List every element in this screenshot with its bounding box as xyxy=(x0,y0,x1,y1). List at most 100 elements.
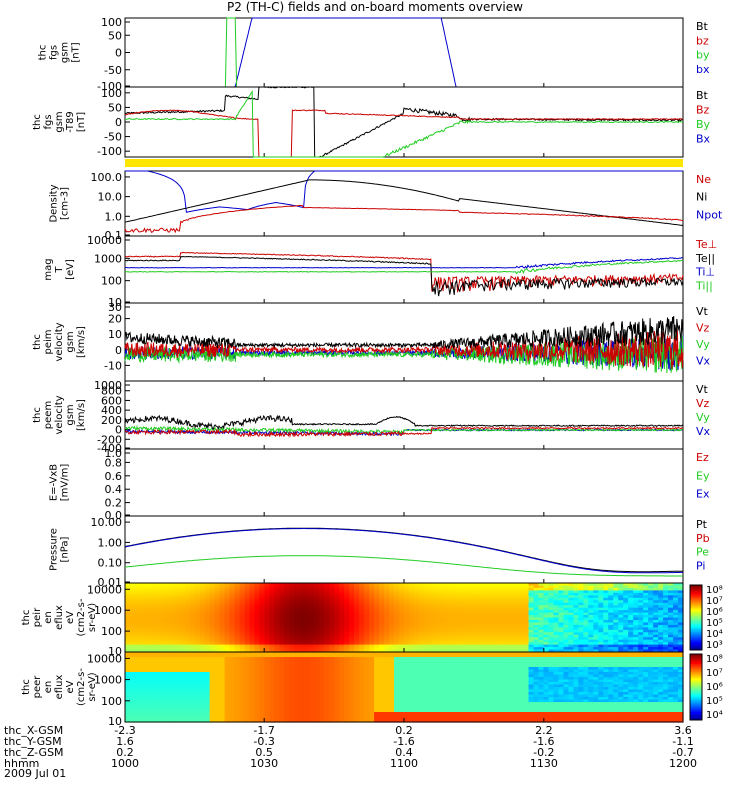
legend-entry: Te⊥ xyxy=(695,238,717,251)
legend-entry: Ti⊥ xyxy=(695,266,715,279)
y-tick-label: 1000 xyxy=(94,252,122,265)
legend-entry: Te|| xyxy=(695,252,715,265)
x-tick-label: -1.6 xyxy=(393,735,414,748)
colorbar-label: 10⁸ xyxy=(706,654,723,665)
legend-entry: Vz xyxy=(696,322,710,335)
y-tick-label: 30 xyxy=(108,301,122,314)
y-axis-label: fgs xyxy=(43,114,54,129)
x-axis-row-label: 2009 Jul 01 xyxy=(4,767,66,780)
x-tick-label: -1.1 xyxy=(672,735,693,748)
legend-entry: Vz xyxy=(696,397,710,410)
ion-spectrogram xyxy=(125,583,684,653)
legend-entry: Ex xyxy=(696,488,710,501)
y-tick-label: 1000 xyxy=(94,379,122,392)
panel-frame xyxy=(124,448,684,517)
legend-entry: Pb xyxy=(696,532,710,545)
panel-frame xyxy=(124,235,684,304)
legend-entry: Ey xyxy=(696,469,710,482)
colorbar-label: 10⁵ xyxy=(706,696,723,707)
legend-entry: Ni xyxy=(696,191,707,204)
y-axis-label: [km/s] xyxy=(76,399,87,431)
colorbar-label: 10⁴ xyxy=(706,629,723,640)
y-tick-label: 10000 xyxy=(87,583,122,596)
colorbar-label: 10⁶ xyxy=(706,682,723,693)
series-te-perp xyxy=(124,251,684,293)
legend-entry: Vy xyxy=(696,338,710,351)
legend-entry: Vx xyxy=(696,425,711,438)
series-ti-par xyxy=(125,259,684,275)
y-tick-label: 10000 xyxy=(87,234,122,247)
series-vt xyxy=(124,414,684,430)
y-axis-label: thc xyxy=(38,45,49,61)
y-axis-label: -T89 xyxy=(65,111,76,133)
y-axis-label: gsm xyxy=(54,111,65,132)
x-tick-label: 0.2 xyxy=(395,724,413,737)
y-tick-label: 0 xyxy=(115,116,122,129)
series-ni xyxy=(124,179,684,227)
y-axis-label: mag xyxy=(43,258,54,280)
electron-spectrogram xyxy=(125,652,684,723)
y-axis-label: Pressure xyxy=(49,528,60,571)
y-tick-label: 200 xyxy=(101,414,122,427)
x-tick-label: 1030 xyxy=(250,757,278,770)
y-tick-label: -100 xyxy=(97,145,122,158)
y-tick-label: 0.4 xyxy=(105,483,123,496)
series-pi xyxy=(124,528,683,574)
legend-entry: Pe xyxy=(696,546,709,559)
y-tick-label: 1000 xyxy=(94,674,122,687)
y-axis-label: en xyxy=(43,611,54,624)
series-vz xyxy=(124,426,684,438)
y-axis-label: thc xyxy=(32,334,43,350)
y-axis-label: [cm-3] xyxy=(60,187,71,220)
panel-frame xyxy=(124,380,684,450)
legend-entry: bz xyxy=(696,34,709,47)
y-tick-label: -200 xyxy=(97,433,122,446)
y-axis-label: peer xyxy=(32,675,43,699)
y-tick-label: 100 xyxy=(101,16,122,29)
y-tick-label: 100 xyxy=(101,87,122,100)
y-axis-label: Density xyxy=(49,184,60,222)
y-axis-label: T xyxy=(54,266,65,274)
y-tick-label: -100 xyxy=(97,80,122,93)
colorbar-label: 10⁸ xyxy=(706,585,723,596)
x-tick-label: 0.4 xyxy=(395,746,413,759)
figure-title: P2 (TH-C) fields and on-board moments ov… xyxy=(227,0,523,14)
y-tick-label: 1.0 xyxy=(105,210,123,223)
panel-frame xyxy=(124,17,684,88)
y-tick-label: 1.0 xyxy=(105,447,123,460)
y-axis-label: eV xyxy=(65,611,76,624)
y-tick-label: -50 xyxy=(104,64,122,77)
x-tick-label: 2.2 xyxy=(535,724,553,737)
x-axis-row-label: thc_Z-GSM xyxy=(4,746,64,759)
y-tick-label: 10 xyxy=(108,328,122,341)
y-tick-label: 0 xyxy=(115,47,122,60)
x-axis-row-label: thc_X-GSM xyxy=(4,724,63,737)
y-tick-label: 600 xyxy=(101,394,122,407)
y-tick-label: 20 xyxy=(108,313,122,326)
y-tick-label: 1000 xyxy=(94,604,122,617)
y-axis-label: peem xyxy=(43,401,54,429)
series-vy xyxy=(124,424,684,436)
y-axis-label: fgs xyxy=(49,45,60,60)
y-axis-label: eV xyxy=(65,680,76,693)
y-tick-label: 0.6 xyxy=(105,470,123,483)
legend-entry: Npot xyxy=(696,208,723,221)
y-tick-label: 10 xyxy=(108,715,122,728)
y-tick-label: -10 xyxy=(104,359,122,372)
y-axis-label: eflux xyxy=(54,675,65,700)
y-tick-label: 10 xyxy=(108,645,122,658)
colorbar-label: 10⁶ xyxy=(706,607,723,618)
colorbar-label: 10⁵ xyxy=(706,618,723,629)
y-tick-label: 0.2 xyxy=(105,497,123,510)
y-tick-label: 100.0 xyxy=(91,171,123,184)
y-tick-label: -400 xyxy=(97,442,122,455)
legend-entry: Ti|| xyxy=(695,279,713,292)
x-tick-label: -0.2 xyxy=(533,746,554,759)
y-axis-label: gsm xyxy=(65,331,76,352)
colorbar xyxy=(689,584,703,651)
panel-frame xyxy=(124,515,684,584)
x-tick-label: 3.6 xyxy=(674,724,692,737)
y-axis-label: velocity xyxy=(54,322,65,361)
x-axis-row-label: thc_Y-GSM xyxy=(4,735,62,748)
y-tick-label: 10.00 xyxy=(91,516,123,529)
